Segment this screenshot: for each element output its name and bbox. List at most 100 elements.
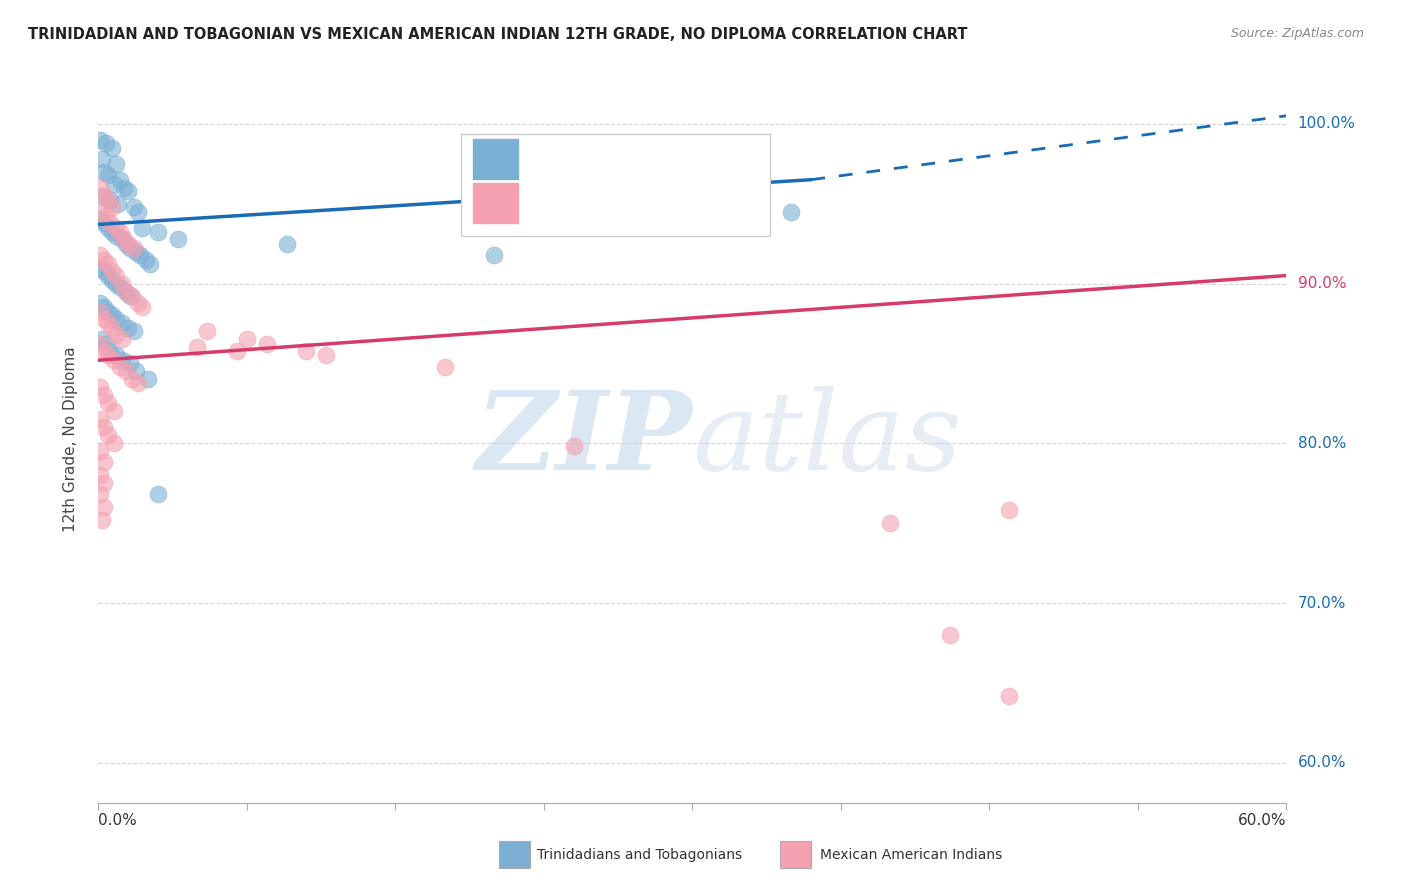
Point [89, 260, 111, 275]
Point [315, 348, 337, 362]
Point [879, 516, 901, 531]
Point [89, 212, 111, 227]
Point [103, 353, 125, 368]
Point [117, 321, 139, 335]
Point [93, 164, 115, 178]
Point [91, 333, 114, 347]
Point [105, 277, 128, 291]
Point [562, 440, 585, 454]
Point [121, 372, 143, 386]
Point [93, 476, 115, 491]
Point [97, 317, 120, 331]
Point [115, 236, 138, 251]
FancyBboxPatch shape [472, 183, 517, 223]
Text: ZIP: ZIP [475, 385, 692, 493]
Point [105, 220, 128, 235]
Point [295, 343, 318, 358]
Point [97, 396, 120, 410]
Point [276, 236, 298, 251]
Point [93, 188, 115, 202]
Point [117, 184, 139, 198]
Point [97, 428, 120, 442]
Point [129, 248, 152, 262]
Point [98, 194, 121, 208]
Point [96, 337, 118, 351]
Point [998, 503, 1021, 517]
Point [131, 220, 153, 235]
Point [122, 200, 145, 214]
Point [97, 268, 120, 283]
Point [117, 236, 139, 251]
Point [91, 188, 114, 202]
FancyBboxPatch shape [461, 134, 769, 235]
Point [89, 295, 111, 310]
Point [108, 359, 131, 374]
Point [139, 257, 162, 271]
Text: Trinidadians and Tobagonians: Trinidadians and Tobagonians [537, 847, 742, 862]
Point [111, 317, 134, 331]
Point [93, 311, 115, 326]
Point [127, 295, 149, 310]
Point [89, 133, 111, 147]
Point [103, 436, 125, 450]
Y-axis label: 12th Grade, No Diploma: 12th Grade, No Diploma [63, 346, 77, 533]
Point [131, 301, 153, 315]
Point [101, 200, 124, 214]
Point [939, 628, 962, 642]
Point [780, 204, 803, 219]
Point [101, 321, 124, 335]
Point [89, 337, 111, 351]
Point [93, 301, 115, 315]
Point [93, 420, 115, 434]
Point [125, 364, 148, 378]
Text: Mexican American Indians: Mexican American Indians [820, 847, 1002, 862]
Point [111, 333, 134, 347]
Point [105, 327, 128, 342]
Point [93, 252, 115, 267]
Point [101, 141, 124, 155]
Point [111, 277, 134, 291]
Point [93, 343, 115, 358]
Point [112, 232, 135, 246]
Point [122, 325, 145, 339]
Point [93, 216, 115, 230]
Point [998, 689, 1021, 703]
Point [108, 226, 131, 240]
Point [105, 157, 128, 171]
Point [89, 468, 111, 483]
Point [166, 232, 188, 246]
Point [115, 285, 138, 299]
Point [122, 241, 145, 255]
Point [91, 152, 114, 166]
Text: 70.0%: 70.0% [1298, 596, 1346, 611]
Point [89, 487, 111, 501]
Point [89, 180, 111, 194]
Point [107, 196, 129, 211]
Text: Source: ZipAtlas.com: Source: ZipAtlas.com [1230, 27, 1364, 40]
Point [101, 273, 124, 287]
Text: 60.0%: 60.0% [1239, 814, 1286, 828]
Point [125, 244, 148, 259]
Point [101, 309, 124, 323]
Point [186, 341, 208, 355]
Point [136, 372, 159, 386]
Point [93, 455, 115, 469]
Point [96, 136, 118, 150]
Point [433, 359, 456, 374]
Point [93, 388, 115, 402]
Text: 90.0%: 90.0% [1298, 276, 1346, 291]
Point [93, 500, 115, 515]
Point [105, 311, 128, 326]
Point [120, 241, 142, 255]
Point [97, 348, 120, 362]
Point [89, 305, 111, 319]
Point [108, 279, 131, 293]
Point [111, 353, 134, 368]
Point [236, 333, 259, 347]
Point [112, 180, 135, 194]
Point [89, 248, 111, 262]
Point [97, 257, 120, 271]
Point [127, 204, 149, 219]
FancyBboxPatch shape [472, 139, 517, 179]
Point [91, 513, 114, 527]
